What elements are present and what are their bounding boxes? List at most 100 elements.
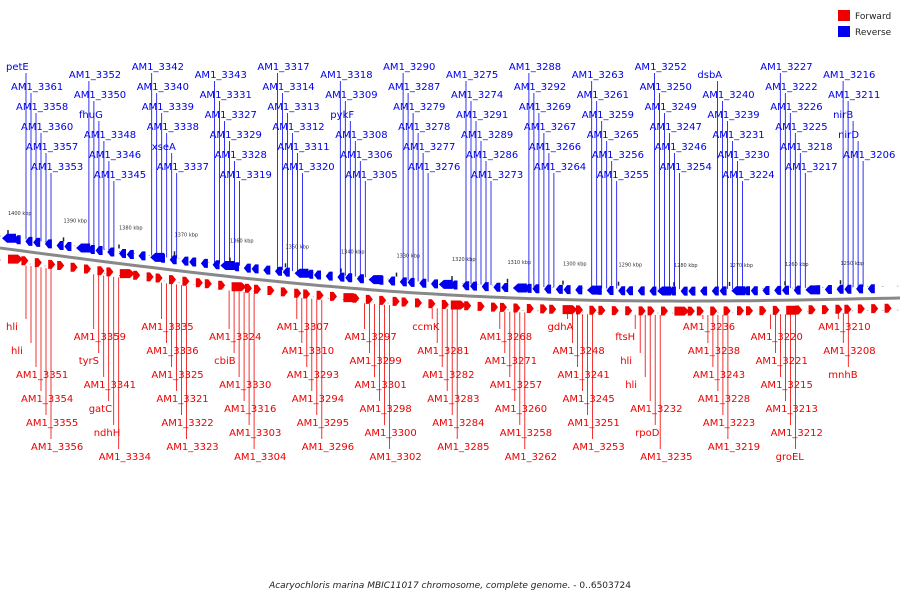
reverse-gene-label-am1-3342[interactable]: AM1_3342: [132, 62, 184, 73]
reverse-gene-label-am1-3338[interactable]: AM1_3338: [147, 122, 199, 133]
reverse-gene-label-am1-3357[interactable]: AM1_3357: [26, 142, 78, 153]
reverse-gene-label-am1-3352[interactable]: AM1_3352: [69, 70, 121, 81]
forward-gene-label-am1-3253[interactable]: AM1_3253: [573, 442, 625, 453]
forward-gene-label-am1-3354[interactable]: AM1_3354: [21, 394, 73, 405]
forward-gene-label-am1-3330[interactable]: AM1_3330: [219, 380, 271, 391]
forward-gene-label-am1-3260[interactable]: AM1_3260: [495, 404, 547, 415]
reverse-gene-label-am1-3329[interactable]: AM1_3329: [210, 130, 262, 141]
forward-gene-label-am1-3294[interactable]: AM1_3294: [292, 394, 344, 405]
reverse-gene-label-am1-3246[interactable]: AM1_3246: [655, 142, 707, 153]
reverse-gene-label-am1-3269[interactable]: AM1_3269: [519, 102, 571, 113]
forward-gene-label-cbib[interactable]: cbiB: [214, 356, 236, 367]
forward-gene-label-am1-3215[interactable]: AM1_3215: [761, 380, 813, 391]
forward-gene-label-am1-3213[interactable]: AM1_3213: [766, 404, 818, 415]
forward-gene-label-am1-3297[interactable]: AM1_3297: [345, 332, 397, 343]
reverse-gene-label-am1-3230[interactable]: AM1_3230: [717, 150, 769, 161]
reverse-gene-label-am1-3360[interactable]: AM1_3360: [21, 122, 73, 133]
reverse-gene-label-am1-3264[interactable]: AM1_3264: [534, 162, 586, 173]
reverse-gene-label-am1-3263[interactable]: AM1_3263: [572, 70, 624, 81]
reverse-gene-label-am1-3358[interactable]: AM1_3358: [16, 102, 68, 113]
forward-gene-label-tyrs[interactable]: tyrS: [79, 356, 99, 367]
forward-gene-label-ndhh[interactable]: ndhH: [94, 428, 121, 439]
forward-gene-label-am1-3283[interactable]: AM1_3283: [427, 394, 479, 405]
reverse-gene-label-am1-3231[interactable]: AM1_3231: [712, 130, 764, 141]
reverse-gene-label-am1-3277[interactable]: AM1_3277: [403, 142, 455, 153]
reverse-gene-label-am1-3328[interactable]: AM1_3328: [215, 150, 267, 161]
forward-gene-label-am1-3303[interactable]: AM1_3303: [229, 428, 281, 439]
forward-gene-label-am1-3282[interactable]: AM1_3282: [422, 370, 474, 381]
forward-gene-label-am1-3212[interactable]: AM1_3212: [771, 428, 823, 439]
forward-gene-label-groel[interactable]: groEL: [776, 452, 805, 463]
reverse-gene-label-am1-3211[interactable]: AM1_3211: [828, 90, 880, 101]
reverse-gene-label-am1-3292[interactable]: AM1_3292: [514, 82, 566, 93]
reverse-gene-label-am1-3266[interactable]: AM1_3266: [529, 142, 581, 153]
reverse-gene-label-am1-3353[interactable]: AM1_3353: [31, 162, 83, 173]
forward-gene-label-am1-3351[interactable]: AM1_3351: [16, 370, 68, 381]
forward-gene-label-am1-3241[interactable]: AM1_3241: [558, 370, 610, 381]
reverse-gene-label-am1-3319[interactable]: AM1_3319: [220, 170, 272, 181]
forward-gene-label-am1-3208[interactable]: AM1_3208: [823, 346, 875, 357]
reverse-gene-label-am1-3267[interactable]: AM1_3267: [524, 122, 576, 133]
reverse-gene-label-am1-3287[interactable]: AM1_3287: [388, 82, 440, 93]
forward-gene-label-am1-3323[interactable]: AM1_3323: [166, 442, 218, 453]
forward-gene-label-am1-3301[interactable]: AM1_3301: [355, 380, 407, 391]
forward-gene-label-am1-3285[interactable]: AM1_3285: [437, 442, 489, 453]
reverse-gene-label-am1-3259[interactable]: AM1_3259: [582, 110, 634, 121]
forward-gene-label-am1-3302[interactable]: AM1_3302: [370, 452, 422, 463]
reverse-gene-label-am1-3317[interactable]: AM1_3317: [257, 62, 309, 73]
reverse-gene-label-am1-3339[interactable]: AM1_3339: [142, 102, 194, 113]
reverse-gene-label-pete[interactable]: petE: [6, 62, 29, 73]
reverse-gene-label-am1-3346[interactable]: AM1_3346: [89, 150, 141, 161]
reverse-gene-label-am1-3327[interactable]: AM1_3327: [205, 110, 257, 121]
reverse-gene-label-am1-3255[interactable]: AM1_3255: [597, 170, 649, 181]
forward-gene-label-am1-3356[interactable]: AM1_3356: [31, 442, 83, 453]
forward-gene-label-ccmk[interactable]: ccmK: [412, 322, 440, 333]
reverse-gene-label-am1-3252[interactable]: AM1_3252: [635, 62, 687, 73]
forward-gene-label-gdha[interactable]: gdhA: [548, 322, 574, 333]
reverse-gene-label-am1-3289[interactable]: AM1_3289: [461, 130, 513, 141]
reverse-gene-label-am1-3343[interactable]: AM1_3343: [195, 70, 247, 81]
reverse-gene-label-am1-3311[interactable]: AM1_3311: [277, 142, 329, 153]
reverse-gene-label-am1-3318[interactable]: AM1_3318: [320, 70, 372, 81]
forward-gene-label-am1-3304[interactable]: AM1_3304: [234, 452, 286, 463]
reverse-gene-label-am1-3308[interactable]: AM1_3308: [335, 130, 387, 141]
forward-gene-label-am1-3221[interactable]: AM1_3221: [756, 356, 808, 367]
forward-gene-label-am1-3341[interactable]: AM1_3341: [84, 380, 136, 391]
forward-gene-label-am1-3228[interactable]: AM1_3228: [698, 394, 750, 405]
forward-gene-label-am1-3238[interactable]: AM1_3238: [688, 346, 740, 357]
forward-gene-label-am1-3324[interactable]: AM1_3324: [209, 332, 261, 343]
forward-gene-label-hli[interactable]: hli: [625, 380, 637, 391]
forward-gene-label-am1-3268[interactable]: AM1_3268: [480, 332, 532, 343]
reverse-gene-label-am1-3288[interactable]: AM1_3288: [509, 62, 561, 73]
reverse-gene-label-am1-3306[interactable]: AM1_3306: [340, 150, 392, 161]
forward-gene-label-am1-3219[interactable]: AM1_3219: [708, 442, 760, 453]
forward-gene-label-am1-3300[interactable]: AM1_3300: [365, 428, 417, 439]
reverse-gene-label-am1-3361[interactable]: AM1_3361: [11, 82, 63, 93]
forward-gene-label-hli[interactable]: hli: [620, 356, 632, 367]
reverse-gene-label-dsba[interactable]: dsbA: [697, 70, 722, 81]
reverse-gene-label-am1-3278[interactable]: AM1_3278: [398, 122, 450, 133]
reverse-gene-label-am1-3348[interactable]: AM1_3348: [84, 130, 136, 141]
reverse-gene-label-am1-3350[interactable]: AM1_3350: [74, 90, 126, 101]
forward-gene-label-am1-3299[interactable]: AM1_3299: [350, 356, 402, 367]
forward-gene-label-am1-3281[interactable]: AM1_3281: [417, 346, 469, 357]
reverse-gene-label-pykf[interactable]: pykF: [330, 110, 354, 121]
reverse-gene-label-am1-3249[interactable]: AM1_3249: [645, 102, 697, 113]
reverse-gene-label-am1-3261[interactable]: AM1_3261: [577, 90, 629, 101]
reverse-gene-label-am1-3291[interactable]: AM1_3291: [456, 110, 508, 121]
reverse-gene-label-am1-3312[interactable]: AM1_3312: [272, 122, 324, 133]
forward-gene-label-am1-3235[interactable]: AM1_3235: [640, 452, 692, 463]
forward-gene-label-am1-3232[interactable]: AM1_3232: [630, 404, 682, 415]
reverse-gene-label-am1-3276[interactable]: AM1_3276: [408, 162, 460, 173]
reverse-gene-label-am1-3265[interactable]: AM1_3265: [587, 130, 639, 141]
reverse-gene-label-am1-3275[interactable]: AM1_3275: [446, 70, 498, 81]
forward-gene-label-am1-3334[interactable]: AM1_3334: [99, 452, 151, 463]
forward-gene-label-gatc[interactable]: gatC: [89, 404, 112, 415]
forward-gene-label-am1-3257[interactable]: AM1_3257: [490, 380, 542, 391]
reverse-gene-label-am1-3290[interactable]: AM1_3290: [383, 62, 435, 73]
forward-gene-label-am1-3310[interactable]: AM1_3310: [282, 346, 334, 357]
forward-gene-label-mnhb[interactable]: mnhB: [828, 370, 857, 381]
reverse-gene-label-fhug[interactable]: fhuG: [79, 110, 103, 121]
forward-gene-label-am1-3284[interactable]: AM1_3284: [432, 418, 484, 429]
reverse-gene-label-am1-3222[interactable]: AM1_3222: [765, 82, 817, 93]
